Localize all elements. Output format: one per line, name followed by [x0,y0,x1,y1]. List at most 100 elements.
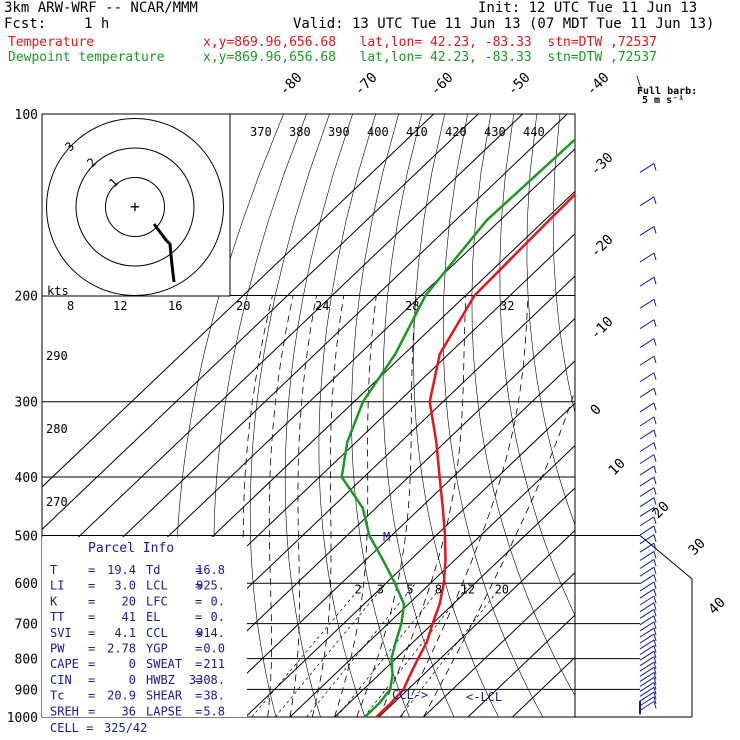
parcel-cell-label: CELL = [50,721,93,735]
wind-barb [653,163,657,171]
parcel-sep: = [88,704,95,718]
dry-adiabat-line [698,114,740,730]
pressure-label: 800 [15,653,38,668]
wind-barb [653,639,657,648]
moist-adiabat-line [356,295,417,717]
pressure-label: 400 [15,471,38,486]
parcel-value: 925. [196,579,225,593]
hodograph-ring [46,118,224,296]
pressure-label: 900 [15,683,38,698]
dry-adiabat-line [579,114,740,730]
wind-barb [653,497,657,505]
parcel-value: 0 [129,673,136,687]
wind-barb [639,355,655,366]
wind-barb [653,516,657,525]
dry-adiabat-line [628,114,740,730]
wind-barb [653,226,657,234]
wind-barb [639,666,655,677]
hodograph-speed-tick: 20 [236,299,250,313]
wind-barb [653,627,657,636]
wind-barb [639,542,655,553]
wind-barb [653,651,657,659]
wind-barb [639,633,655,644]
parcel-sep: = [195,704,202,718]
parcel-key: CCL [146,626,168,640]
mixing-ratio-line [275,582,387,717]
wind-barb [639,661,655,672]
wind-barb [639,696,655,707]
pressure-label: 100 [15,108,38,123]
dewpoint-profile [340,137,575,717]
wind-barb [639,581,655,592]
parcel-value: 41 [122,610,136,624]
wind-barb [639,338,655,349]
hodograph-ring [75,147,195,267]
mixing-ratio-label: 5 [406,583,413,597]
pressure-label: 1000 [7,711,38,726]
parcel-cell-value: 325/42 [104,721,147,735]
hodograph-speed-tick: 28 [405,299,419,313]
wind-barb [653,682,657,690]
wind-barb [653,429,657,438]
pressure-label: 600 [15,577,38,592]
parcel-value: 19.4 [107,563,136,577]
moist-adiabat-line [378,295,467,717]
wind-barb [653,252,657,261]
wind-barb [639,621,655,632]
hodograph-center-icon: + [130,197,140,216]
parcel-key: LI [50,579,64,593]
forecast-label: Fcst: [4,16,47,32]
parcel-key: HWBZ [146,673,175,687]
wind-barb [653,454,657,462]
dry-adiabat-line [675,114,740,730]
temperature-axis-label: -70 [352,70,381,99]
parcel-value: 2.78 [107,642,136,656]
wind-barb [639,516,655,527]
parcel-key: YGP [146,642,168,656]
wind-barb [639,387,655,398]
theta-label: 420 [445,125,467,139]
parcel-key: PW [50,642,65,656]
parcel-value: 0. [211,594,225,608]
wind-barb [639,691,655,702]
wind-barb [653,543,657,551]
mixing-ratio-line [251,582,365,717]
max-wind-marker: M [383,530,390,544]
parcel-sep: = [88,642,95,656]
isotherm-line [42,114,523,573]
wind-barb-legend-icon [636,75,643,93]
dry-adiabat-label: 280 [46,422,68,436]
parcel-key: SHEAR [146,689,183,703]
wind-barb [653,525,657,534]
isotherm-line [200,360,575,717]
wind-barb [653,691,657,700]
parcel-value: 211 [203,657,225,671]
wind-barb [653,559,657,567]
theta-label: 410 [406,125,428,139]
wind-barb [653,442,657,450]
wind-barb [639,615,655,626]
wind-barb [639,645,655,656]
parcel-sep: = [195,563,202,577]
parcel-value: 38. [203,689,225,703]
wind-barb [653,319,657,327]
parcel-key: LFC [146,594,168,608]
wind-barb [639,276,655,287]
wind-barb [639,608,655,619]
isotherm-line [378,529,575,717]
wind-barb [653,672,657,680]
parcel-key: SREH [50,704,79,718]
parcel-value: 20.9 [107,689,136,703]
pressure-label: 700 [15,618,38,633]
theta-label: 390 [328,125,350,139]
mixing-ratio-label: 8 [435,583,442,597]
temperature-axis-label: -30 [588,150,617,179]
wind-barb [653,487,657,495]
dry-adiabat-line [499,114,575,616]
temperature-axis-label: -10 [588,314,617,343]
parcel-key: Td [146,563,160,577]
hodograph-speed-tick: 32 [500,299,514,313]
temperature-location: x,y=869.96,656.68 lat,lon= 42.23, -83.33… [203,35,657,50]
parcel-sep: = [195,657,202,671]
